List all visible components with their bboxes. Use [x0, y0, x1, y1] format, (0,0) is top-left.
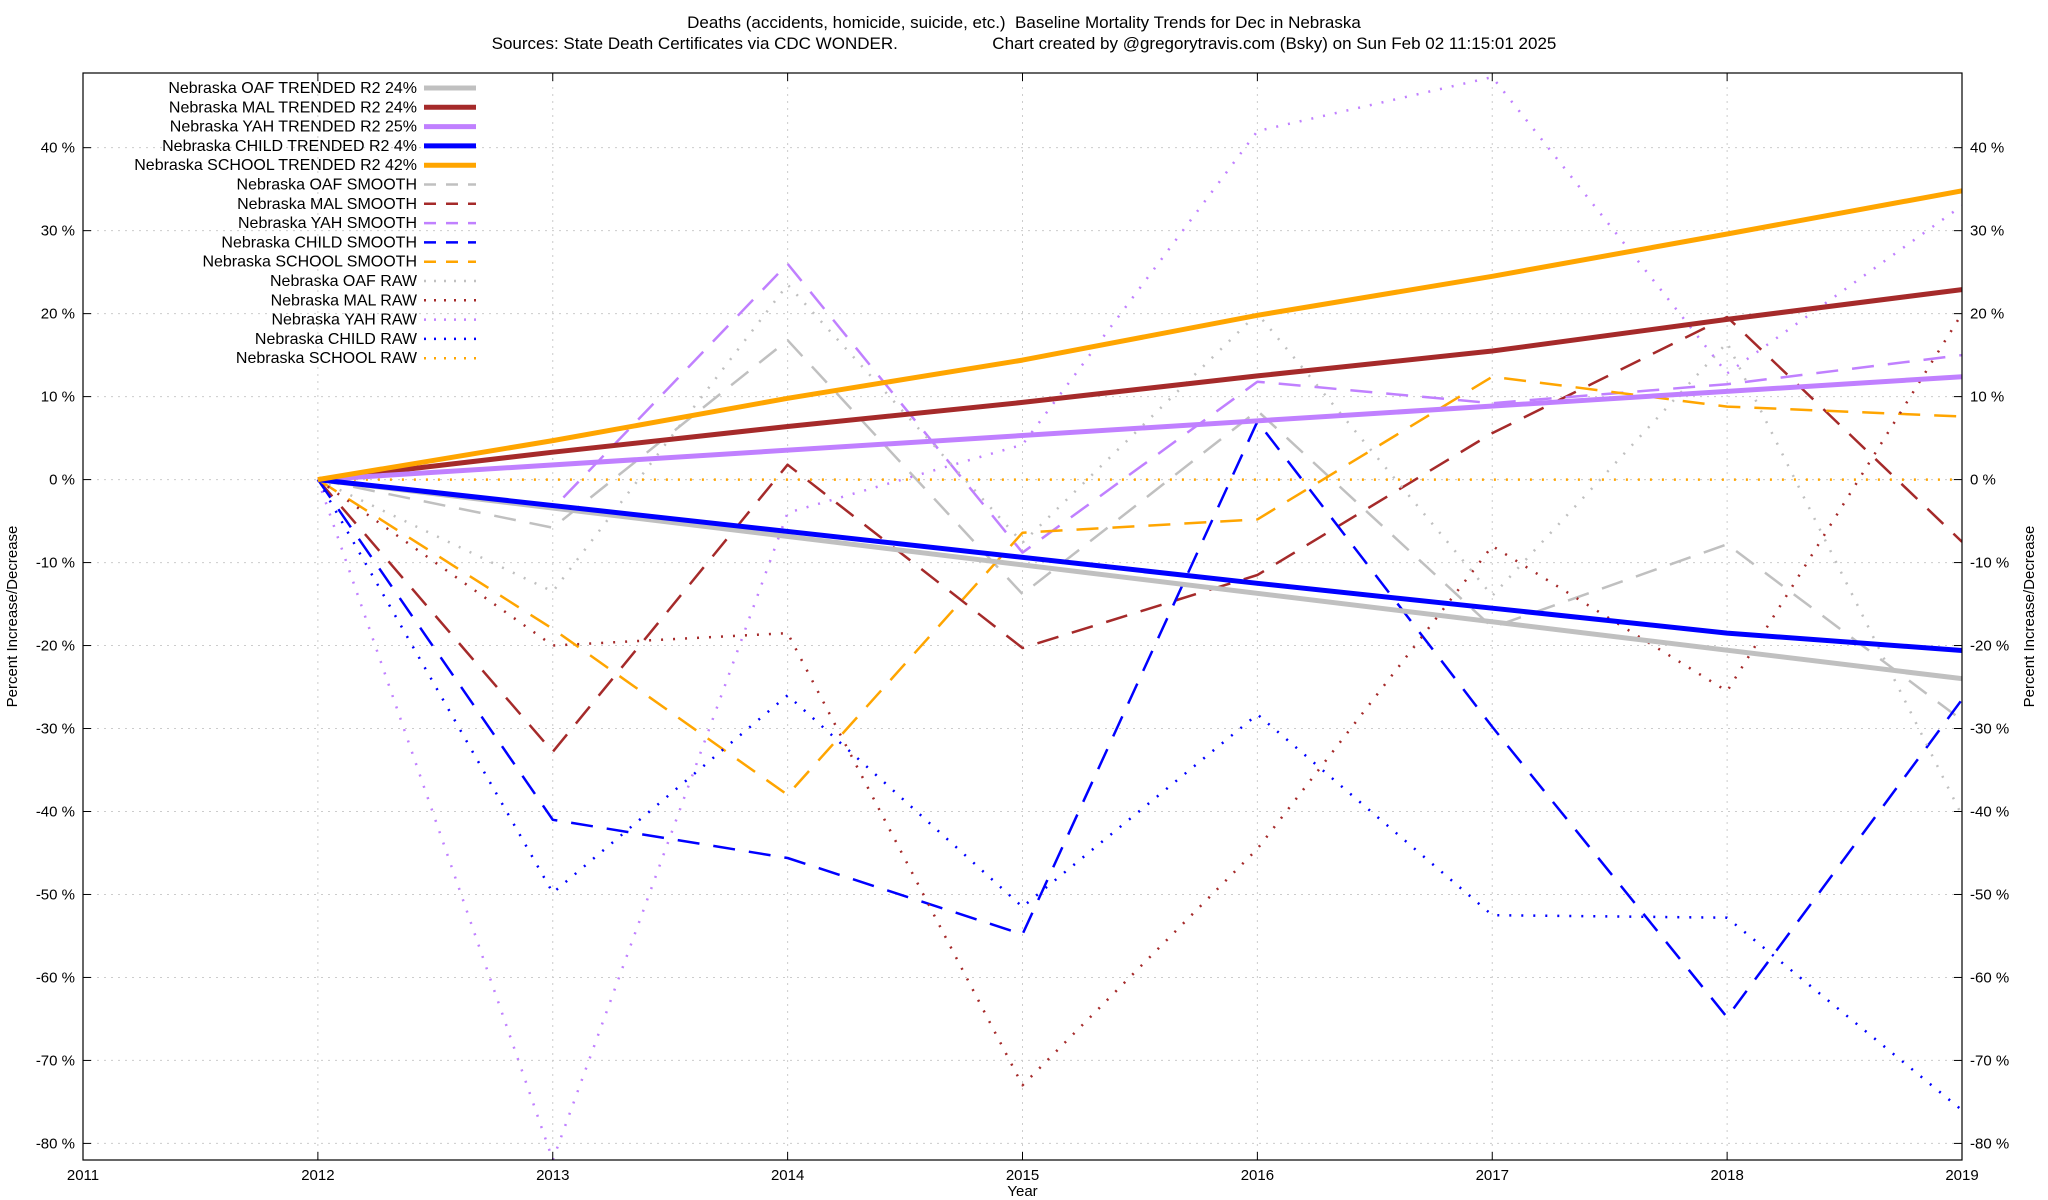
- x-tick-label: 2017: [1476, 1167, 1509, 1184]
- y2-axis-label: Percent Increase/Decrease: [2021, 526, 2038, 708]
- legend-label: Nebraska CHILD TRENDED R2 4%: [162, 138, 417, 155]
- y2-tick-label: 10 %: [1970, 389, 2004, 406]
- x-tick-label: 2019: [1945, 1167, 1978, 1184]
- legend-label: Nebraska MAL RAW: [271, 292, 418, 309]
- y-tick-label: 0 %: [49, 472, 75, 489]
- legend-label: Nebraska SCHOOL TRENDED R2 42%: [134, 157, 417, 174]
- y2-tick-label: 0 %: [1970, 472, 1996, 489]
- y2-tick-label: -70 %: [1970, 1052, 2009, 1069]
- x-tick-label: 2011: [67, 1167, 99, 1184]
- series-line-10: [317, 375, 1962, 797]
- y2-tick-label: -30 %: [1970, 721, 2009, 738]
- legend-label: Nebraska YAH SMOOTH: [238, 215, 417, 232]
- series-line-7: [316, 315, 1962, 754]
- y-tick-label: 20 %: [41, 306, 75, 323]
- y2-tick-label: -60 %: [1970, 969, 2009, 986]
- y2-tick-label: -80 %: [1970, 1135, 2009, 1152]
- y-tick-label: -40 %: [36, 803, 75, 820]
- y-tick-label: 10 %: [41, 389, 75, 406]
- series-lines: [316, 75, 1962, 1160]
- x-tick-label: 2014: [771, 1167, 804, 1184]
- y-tick-label: -70 %: [36, 1052, 75, 1069]
- y-tick-label: -30 %: [36, 721, 75, 738]
- legend-label: Nebraska YAH TRENDED R2 25%: [170, 119, 417, 136]
- x-tick-label: 2013: [536, 1167, 569, 1184]
- y-axis-label: Percent Increase/Decrease: [4, 526, 21, 708]
- y-tick-label: 30 %: [41, 223, 75, 240]
- series-line-14: [316, 478, 1962, 1112]
- series-line-11: [317, 283, 1962, 817]
- y-tick-label: 40 %: [41, 140, 75, 157]
- y-tick-label: -60 %: [36, 969, 75, 986]
- legend-label: Nebraska OAF TRENDED R2 24%: [168, 80, 417, 97]
- legend-label: Nebraska OAF RAW: [270, 273, 418, 290]
- series-line-9: [316, 420, 1962, 1019]
- legend-label: Nebraska CHILD RAW: [255, 331, 418, 348]
- legend-label: Nebraska YAH RAW: [271, 312, 417, 329]
- x-tick-label: 2015: [1006, 1167, 1039, 1184]
- y2-tick-label: 40 %: [1970, 140, 2004, 157]
- x-tick-label: 2018: [1710, 1167, 1743, 1184]
- y-tick-label: -20 %: [36, 638, 75, 655]
- legend-label: Nebraska MAL TRENDED R2 24%: [169, 99, 417, 116]
- x-tick-label: 2016: [1241, 1167, 1274, 1184]
- y2-tick-label: -10 %: [1970, 555, 2009, 572]
- chart-title: Deaths (accidents, homicide, suicide, et…: [687, 13, 1361, 32]
- y-tick-label: -10 %: [36, 555, 75, 572]
- y2-tick-label: -20 %: [1970, 638, 2009, 655]
- series-line-8: [317, 262, 1962, 554]
- legend-label: Nebraska SCHOOL SMOOTH: [202, 254, 417, 271]
- series-line-2: [317, 287, 1962, 483]
- legend: Nebraska OAF TRENDED R2 24% Nebraska MAL …: [134, 80, 476, 367]
- legend-label: Nebraska MAL SMOOTH: [237, 196, 417, 213]
- series-line-3: [317, 374, 1962, 483]
- y2-tick-label: -50 %: [1970, 886, 2009, 903]
- legend-label: Nebraska CHILD SMOOTH: [221, 234, 417, 251]
- y2-tick-label: -40 %: [1970, 803, 2009, 820]
- series-line-13: [316, 75, 1962, 1160]
- chart-subtitle: Sources: State Death Certificates via CD…: [491, 34, 1557, 53]
- legend-label: Nebraska SCHOOL RAW: [236, 350, 418, 367]
- series-line-5: [317, 188, 1962, 483]
- x-tick-label: 2012: [301, 1167, 334, 1184]
- series-line-4: [317, 477, 1962, 653]
- legend-label: Nebraska OAF SMOOTH: [237, 177, 417, 194]
- y-tick-label: -80 %: [36, 1135, 75, 1152]
- series-line-1: [317, 477, 1962, 682]
- y2-tick-label: 20 %: [1970, 306, 2004, 323]
- y2-tick-label: 30 %: [1970, 223, 2004, 240]
- series-line-6: [317, 338, 1962, 722]
- x-axis-label: Year: [1007, 1183, 1037, 1200]
- axis-ticks: 2011 2012 2013 2014 2015 2016 2017 2018 2019 -80 …: [36, 73, 2009, 1184]
- y-tick-label: -50 %: [36, 886, 75, 903]
